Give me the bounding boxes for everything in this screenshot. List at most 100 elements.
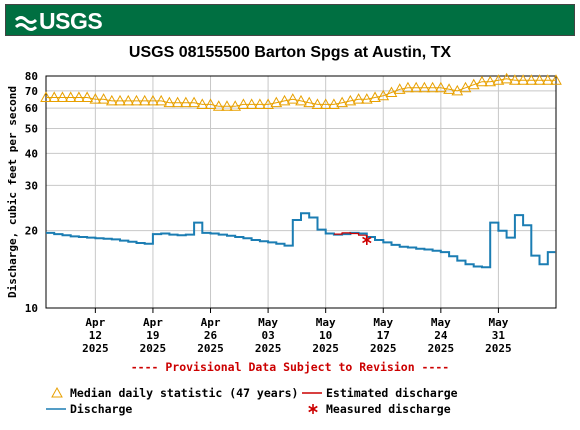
x-tick-label: May [488,316,508,329]
median-marker [443,83,455,94]
median-marker [402,81,414,93]
median-marker [434,81,447,93]
y-tick-label: 30 [25,179,38,192]
median-marker [509,74,521,85]
median-marker [410,81,423,93]
x-tick-label: 26 [204,329,218,342]
x-tick-label: May [373,316,393,329]
usgs-logo-text: USGS [39,8,103,34]
median-marker [114,94,126,106]
legend-label: Estimated discharge [326,386,458,400]
median-marker [492,74,505,85]
median-marker [245,98,258,109]
median-marker [204,98,217,109]
plot-area [45,75,557,309]
median-marker [500,72,513,84]
chart-title: USGS 08155500 Barton Spgs at Austin, TX [128,44,452,61]
legend-label: Measured discharge [326,402,451,416]
median-marker [270,96,283,108]
median-marker [517,74,529,85]
median-marker [130,94,143,106]
median-marker [262,98,274,109]
median-marker [467,78,480,90]
x-tick-label: May [316,316,336,329]
median-marker [147,94,159,106]
median-marker [221,100,233,111]
median-marker [286,93,299,104]
median-marker [278,94,291,106]
y-tick-label: 60 [25,102,38,115]
x-tick-label: 12 [89,329,102,342]
median-marker [138,94,151,106]
median-marker [122,94,135,106]
usgs-logo[interactable]: USGS [15,8,103,35]
x-tick-label: 2025 [197,342,224,355]
x-tick-label: 2025 [428,342,455,355]
median-marker [533,74,546,85]
median-marker [73,91,85,102]
x-tick-label: May [258,316,278,329]
median-marker [360,93,373,104]
y-tick-label: 70 [25,85,38,98]
y-tick-label: 40 [25,147,38,160]
legend-label: Median daily statistic (47 years) [70,386,298,400]
median-marker [188,96,200,108]
median-marker [550,74,562,85]
legend-swatch-median [51,386,63,398]
median-marker [40,91,52,102]
median-marker [254,98,266,109]
y-axis-label: Discharge, cubic feet per second [6,86,19,298]
x-tick-label: 19 [146,329,159,342]
y-tick-label: 80 [25,70,38,83]
x-tick-label: 24 [434,329,448,342]
median-marker [163,96,176,108]
median-marker [171,96,184,108]
x-tick-label: 2025 [485,342,512,355]
median-marker [303,96,316,108]
median-marker [525,74,538,85]
median-marker [476,75,488,87]
x-tick-label: Apr [143,316,163,329]
median-marker [237,98,250,109]
y-tick-label: 50 [25,122,38,135]
measured-discharge-marker [362,234,372,245]
median-marker [459,81,472,93]
x-tick-label: 03 [261,329,274,342]
median-marker [229,100,242,111]
median-marker [344,94,357,106]
median-marker [64,91,77,102]
median-marker [48,91,61,102]
x-tick-label: 10 [319,329,332,342]
x-tick-label: 2025 [370,342,397,355]
plot-frame [45,75,557,309]
x-tick-label: 2025 [82,342,109,355]
median-marker [295,94,307,106]
median-marker [155,94,168,106]
legend-swatch-measured [308,404,318,414]
median-marker [81,91,93,102]
median-marker [56,91,69,102]
x-tick-label: 2025 [140,342,167,355]
median-marker [385,86,398,98]
usgs-wave-icon [15,15,37,31]
median-marker [418,81,431,93]
median-marker [311,98,324,109]
median-marker [336,96,348,108]
x-tick-label: 2025 [312,342,339,355]
x-tick-label: Apr [85,316,105,329]
median-marker [484,75,497,87]
median-marker [328,98,340,109]
median-marker [105,94,118,106]
x-tick-label: 2025 [255,342,282,355]
x-tick-label: 31 [492,329,506,342]
x-tick-label: Apr [201,316,221,329]
median-marker [352,93,365,104]
median-marker [377,89,390,101]
median-marker [196,98,209,109]
y-tick-label: 10 [25,302,38,315]
estimated-discharge-line [333,232,366,236]
discharge-line [46,212,556,269]
median-marker [369,91,381,102]
median-marker [97,93,110,104]
